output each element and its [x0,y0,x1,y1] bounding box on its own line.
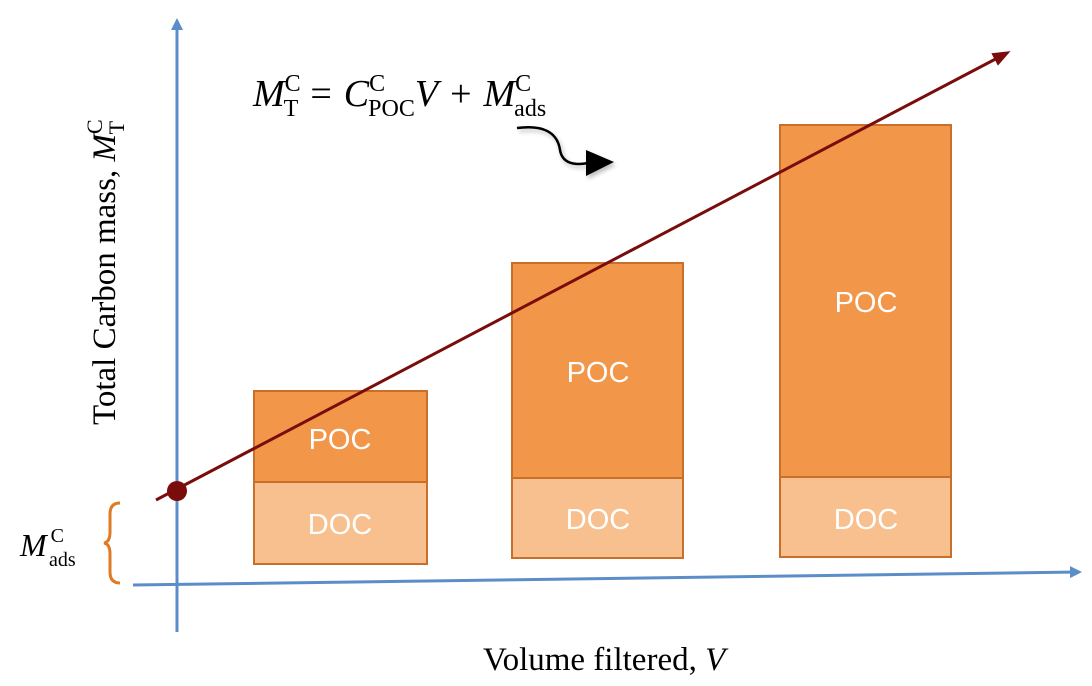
bar-3-doc-label: DOC [834,504,898,536]
bar-3-poc-segment [779,124,952,478]
intercept-bracket [103,501,121,585]
eq-term1-sup: C [369,71,385,97]
bar-3: POC DOC [779,124,952,558]
eq-term1-sub: POC [368,96,415,122]
equation: MC T = CC POCV + MC ads [252,71,546,122]
x-axis-label-symbol: V [705,642,729,678]
eq-plus: + [450,73,471,115]
bar-2-doc-segment [511,477,684,559]
y-axis-label-text: Total Carbon mass, [87,162,123,425]
eq-term2-symbol: M [483,73,518,115]
y-axis-label-symbol: M [87,133,123,163]
bar-3-doc-segment [779,476,952,558]
bar-2-doc-label: DOC [566,504,630,536]
x-axis-label-text: Volume filtered, [483,642,705,678]
bar-2-poc-label: POC [567,357,630,389]
eq-term2-sup: C [515,71,531,97]
bar-1-doc-label: DOC [308,509,372,541]
x-axis-label: Volume filtered, V [483,642,729,678]
bar-3-poc-label: POC [835,287,898,319]
y-axis-label-sup: C [82,119,107,134]
eq-term1-symbol: C [344,73,370,115]
eq-equals: = [310,73,331,115]
bar-2: POC DOC [511,262,684,559]
eq-lhs-sup: C [285,71,301,97]
bar-1-poc-label: POC [309,424,372,456]
intercept-label-symbol: M [19,527,49,563]
bar-1: POC DOC [253,390,428,565]
eq-lhs-symbol: M [252,73,287,115]
y-axis-label-sub: T [104,120,129,134]
x-axis [132,566,1082,587]
pointer-arrow-head [586,150,614,176]
bar-1-doc-segment [253,481,428,565]
intercept-label-sup: C [51,525,64,547]
intercept-point [167,481,187,501]
eq-term1-var: V [415,73,442,115]
pointer-arrow-curve [516,125,589,166]
y-axis-label: Total Carbon mass, MCT [82,119,129,425]
trend-line [155,51,1011,502]
pointer-arrow [516,125,614,176]
eq-term2-sub: ads [514,96,546,122]
intercept-label-sub: ads [49,549,76,571]
eq-lhs-sub: T [284,96,299,122]
